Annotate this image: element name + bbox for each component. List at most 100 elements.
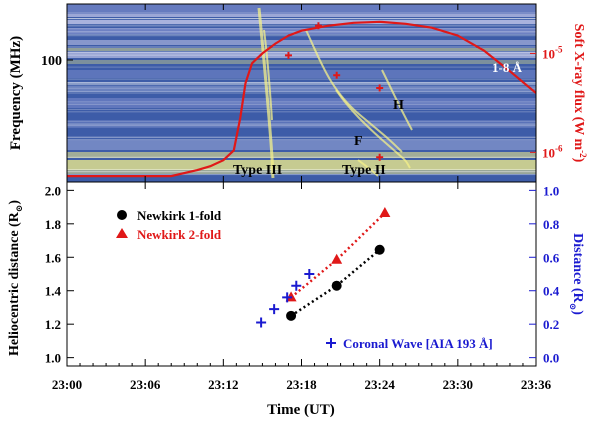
left-tick-label: 1.2	[45, 317, 61, 332]
type3-label: Type III	[233, 163, 282, 178]
spectrum-line	[67, 12, 536, 14]
coronal-wave-point	[269, 304, 280, 315]
left-tick-label: 1.8	[45, 217, 62, 232]
left-axis-tick-labels: 1.0 1.2 1.4 1.6 1.8 2.0	[45, 183, 62, 365]
time-tick-label: 23:06	[130, 377, 161, 392]
time-tick-label: 23:12	[208, 377, 238, 392]
spectrum-line	[67, 84, 536, 86]
spectrum-line	[67, 121, 536, 123]
left-tick-label: 1.0	[45, 351, 61, 366]
goes-band-label: 1-8 Å	[492, 60, 523, 75]
time-tick-label: 23:30	[443, 377, 473, 392]
spectrum-band	[67, 120, 536, 128]
right-tick-label: 0.4	[543, 284, 560, 299]
spectrum-line	[67, 25, 536, 27]
spectrum-line	[67, 46, 536, 48]
distance-axis-label: Distance (R⊙)	[568, 233, 585, 315]
flux-tick-label: 10-5	[542, 44, 563, 61]
legend-newkirk2: Newkirk 2-fold	[137, 227, 222, 242]
spectrum-line	[67, 123, 536, 125]
coronal-wave-point	[304, 269, 315, 279]
newkirk1-point	[374, 244, 385, 255]
xray-flux-curve	[67, 20, 536, 178]
spectrum-line	[67, 123, 536, 125]
frequency-axis-label: Frequency (MHz)	[8, 36, 24, 150]
left-tick-label: 2.0	[45, 183, 61, 198]
spectrum-line	[67, 18, 536, 20]
frequency-tick-100: 100	[41, 54, 62, 69]
spectrum-line	[67, 52, 536, 54]
dynamic-spectrum	[67, 0, 536, 182]
legend-circle-marker	[117, 210, 127, 220]
burst-lane	[257, 7, 275, 179]
spectrum-band	[67, 52, 536, 58]
bottom-panel-frame	[66, 181, 537, 367]
right-tick-label: 0.0	[543, 351, 559, 366]
spectrum-line	[67, 83, 536, 85]
type2-label: Type II	[342, 163, 386, 178]
type2-marker	[333, 71, 341, 79]
spectrum-line	[67, 17, 536, 19]
spectrum-line	[67, 28, 536, 30]
spectrum-line	[67, 35, 536, 37]
spectrum-line	[67, 174, 536, 176]
spectrum-band	[67, 60, 536, 64]
time-tick-label: 23:00	[52, 377, 82, 392]
legend-coronal-wave: Coronal Wave [AIA 193 Å]	[343, 336, 493, 351]
spectrum-line	[67, 101, 536, 103]
right-tick-label: 1.0	[543, 183, 559, 198]
spectrum-band	[67, 160, 536, 170]
spectrum-line	[67, 111, 536, 113]
spectrum-band	[67, 40, 536, 45]
newkirk2-point	[379, 206, 391, 217]
legend-triangle-marker	[116, 228, 128, 238]
right-tick-label: 0.2	[543, 317, 559, 332]
right-tick-label: 0.8	[543, 217, 560, 232]
scatter-marks	[256, 206, 391, 328]
harmonic-label: H	[393, 98, 404, 113]
spectrum-line	[67, 136, 536, 138]
time-axis-label: Time (UT)	[267, 402, 335, 418]
legend-plus-marker	[326, 338, 336, 348]
burst-lane	[357, 159, 379, 177]
spectrum-line	[67, 87, 536, 89]
spectrum-line	[67, 51, 536, 53]
spectrum-line	[67, 66, 536, 68]
time-axis-tick-labels: 23:00 23:06 23:12 23:18 23:24 23:30 23:36	[52, 377, 552, 392]
spectrum-line	[67, 92, 536, 94]
type2-marker	[285, 0, 292, 3]
spectrum-line	[67, 91, 536, 93]
spectrum-line	[67, 82, 536, 84]
time-tick-label: 23:36	[521, 377, 552, 392]
burst-lane	[381, 69, 413, 131]
spectrum-line	[67, 24, 536, 26]
left-tick-label: 1.6	[45, 250, 62, 265]
xray-flux-axis-label: Soft X-ray flux (W m-2)	[571, 24, 588, 163]
right-tick-label: 0.6	[543, 250, 560, 265]
fundamental-label: F	[354, 134, 363, 149]
coronal-wave-point	[291, 280, 302, 291]
spectrum-line	[67, 171, 536, 173]
spectrum-line	[67, 168, 536, 170]
spectrum-line	[67, 54, 536, 56]
spectrum-band	[67, 140, 536, 150]
type2-marker	[314, 22, 322, 30]
xray-flux-tick-labels: 10-5 10-6	[542, 44, 563, 160]
top-panel-ticks	[66, 4, 537, 182]
type2-marker	[376, 84, 384, 92]
spectrum-line	[67, 78, 536, 80]
legend-newkirk1: Newkirk 1-fold	[137, 208, 222, 223]
newkirk1-point	[331, 280, 342, 291]
spectrum-line	[67, 137, 536, 139]
newkirk2-point	[331, 253, 343, 264]
spectrum-line	[67, 125, 536, 127]
flux-tick-label: 10-6	[542, 143, 563, 160]
spectrum-band	[67, 48, 536, 51]
spectrum-band	[67, 14, 536, 17]
spectrum-band	[67, 20, 536, 24]
coronal-wave-point	[282, 292, 293, 303]
time-tick-label: 23:18	[286, 377, 317, 392]
spectrum-band	[67, 170, 536, 174]
